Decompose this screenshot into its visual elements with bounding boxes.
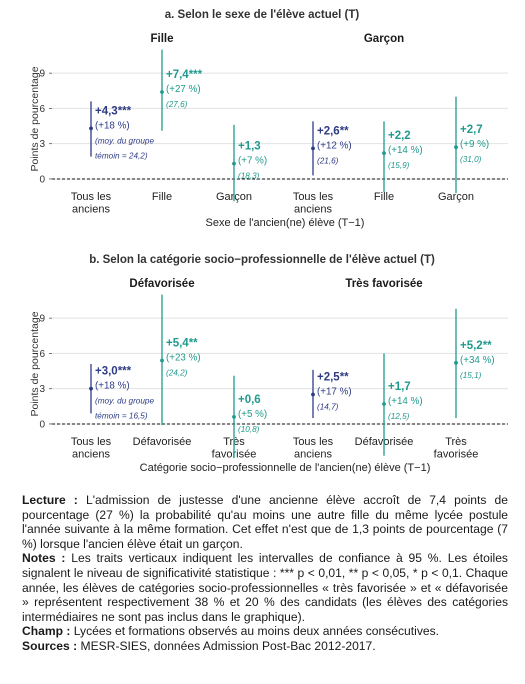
data-label-baseline: (27,6) [166,100,188,109]
x-tick-label-tres-favorisee: Très favorisée [434,436,479,461]
sources-label: Sources : [22,638,78,653]
data-label-baseline: (15,1) [460,371,482,380]
data-point [160,358,164,363]
data-point [89,126,93,131]
chart-a-sexe: 0 3 6 9 a. Selon le sexe de l'élève actuel (… [29,9,508,229]
data-label: +2,2 [388,130,411,142]
y-tick-label: 9 [39,69,45,80]
facet-label-garcon: Garçon [364,33,404,45]
x-tick-label-tous-les-anciens: Tous les anciens [293,436,334,461]
facet-label-fille: Fille [150,33,173,45]
data-point [454,360,458,365]
data-label-pct: (+5 %) [238,409,267,420]
chart-b-categorie: 0 3 6 9 b. Selon la catégorie socio−professi… [29,254,508,474]
champ-text: Lycées et formations observés au moins d… [73,624,440,639]
data-label: +2,7 [460,124,483,136]
data-label: +5,4** [166,337,198,349]
notes-label: Notes : [22,551,66,566]
data-label-baseline: (14,7) [317,403,339,412]
data-label-baseline: (24,2) [166,368,188,377]
chart-title: b. Selon la catégorie socio−professionne… [89,254,435,266]
x-tick-label-tous-les-anciens: Tous les anciens [71,436,112,461]
y-axis-label: Points de pourcentage [29,66,41,171]
data-label: +2,5** [317,372,349,384]
data-label: +7,4*** [166,69,203,81]
data-point [311,392,315,397]
y-tick-label: 6 [39,349,45,360]
lecture-text: L'admission de justesse d'une ancienne é… [22,493,508,551]
y-tick-label: 0 [39,419,45,430]
data-point [382,402,386,406]
data-label: +2,6** [317,125,349,137]
data-point [232,414,236,419]
x-axis-title: Sexe de l'ancien(ne) élève (T−1) [206,217,365,229]
data-label: +5,2** [460,340,492,352]
y-tick-label: 6 [39,104,45,115]
x-tick-label-fille: Fille [374,191,394,203]
data-label-pct: (+9 %) [460,139,489,150]
data-point [382,151,386,155]
facet-label-tres-favorisee: Très favorisée [345,278,422,290]
data-label-pct: (+14 %) [388,396,423,407]
x-tick-label-tous-les-anciens: Tous les anciens [293,191,334,216]
facet-label-defavorisee: Défavorisée [129,278,194,290]
x-tick-label-tous-les-anciens: Tous les anciens [71,191,112,216]
chart-title: a. Selon le sexe de l'élève actuel (T) [165,9,360,21]
data-label-baseline: (moy. du groupe [95,397,154,406]
champ-paragraph: Champ : Lycées et formations observés au… [22,624,508,639]
data-point [232,161,236,166]
x-axis-title: Catégorie socio−professionnelle de l'anc… [140,462,431,474]
data-label-pct: (+34 %) [460,355,495,366]
y-axis-label: Points de pourcentage [29,311,41,416]
data-label-baseline: (moy. du groupe [95,136,154,145]
x-tick-label-garcon: Garçon [438,191,474,203]
data-label: +0,6 [238,394,261,406]
lecture-paragraph: Lecture : L'admission de justesse d'une … [22,493,508,551]
y-tick-label: 3 [39,384,45,395]
sources-text: MESR-SIES, données Admission Post-Bac 20… [80,638,376,653]
data-label: +1,3 [238,141,261,153]
x-tick-label-fille: Fille [152,191,172,203]
sources-paragraph: Sources : MESR-SIES, données Admission P… [22,639,508,654]
y-tick-label: 3 [39,139,45,150]
data-label-baseline: (31,0) [460,155,482,164]
data-label-pct: (+17 %) [317,387,352,398]
lecture-label: Lecture : [22,493,78,507]
data-label-baseline: (18,3) [238,172,260,181]
data-point [160,90,164,94]
data-point [454,145,458,150]
data-label-baseline: (21,6) [317,156,339,165]
x-tick-label-defavorisee: Défavorisée [133,436,192,448]
y-tick-label: 0 [39,174,45,185]
champ-label: Champ : [22,624,71,639]
data-label-pct: (+7 %) [238,156,267,167]
data-label-pct: (+14 %) [388,145,423,156]
data-label-pct: (+18 %) [95,120,130,131]
data-label-pct: (+12 %) [317,140,352,151]
data-label: +4,3*** [95,105,132,117]
data-label: +1,7 [388,381,411,393]
data-label-baseline: témoin = 16,5) [95,412,148,421]
y-tick-label: 9 [39,314,45,325]
data-label-baseline: (15,9) [388,161,410,170]
data-label-baseline: (12,5) [388,412,410,421]
notes-text: Les traits verticaux indiquent les inter… [22,551,508,624]
data-label-pct: (+23 %) [166,352,201,363]
data-label: +3,0*** [95,366,132,378]
data-point [311,146,315,151]
data-label-pct: (+18 %) [95,381,130,392]
data-label-baseline: (10,8) [238,425,260,434]
data-label-baseline: témoin = 24,2) [95,151,148,160]
data-point [89,386,93,391]
notes-block: Lecture : L'admission de justesse d'une … [22,493,508,654]
data-label-pct: (+27 %) [166,84,201,95]
notes-paragraph: Notes : Les traits verticaux indiquent l… [22,551,508,624]
